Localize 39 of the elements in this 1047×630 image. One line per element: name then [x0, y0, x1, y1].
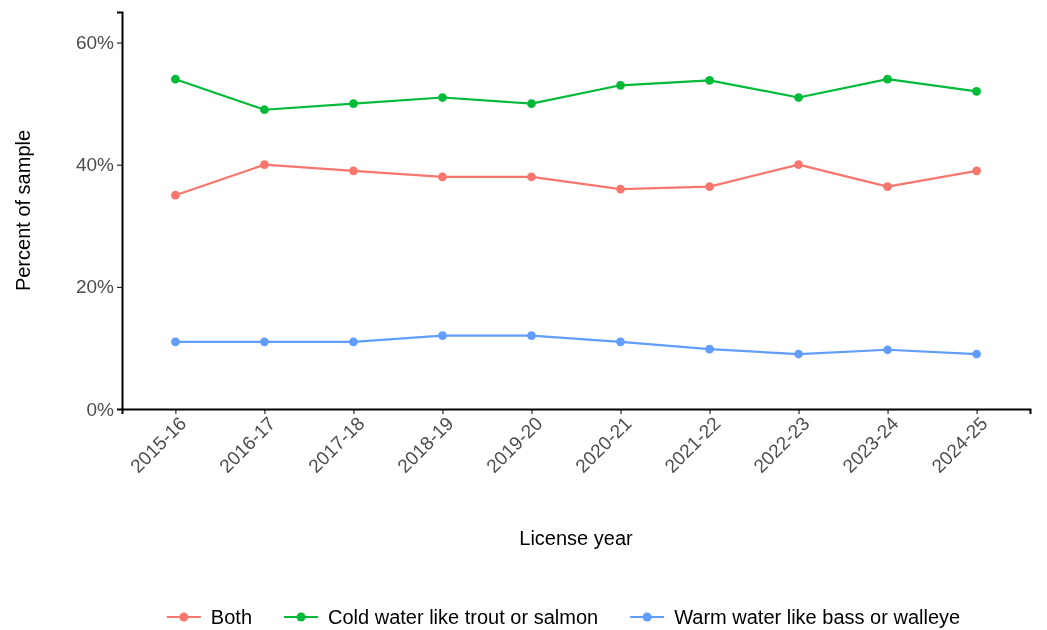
- point: [171, 190, 180, 200]
- point: [883, 182, 892, 192]
- x-axis-title: License year: [519, 527, 634, 549]
- point: [972, 166, 981, 176]
- point: [438, 93, 447, 102]
- point: [438, 172, 447, 182]
- point: [705, 76, 714, 85]
- point: [260, 337, 269, 347]
- point: [260, 105, 269, 115]
- point: [527, 331, 536, 341]
- point: [794, 93, 803, 102]
- point: [527, 99, 536, 108]
- y-axis-title: Percent of sample: [12, 129, 34, 292]
- legend-label: Cold water like trout or salmon: [328, 606, 599, 628]
- point: [883, 345, 892, 355]
- point: [349, 337, 358, 347]
- point: [705, 344, 714, 354]
- point: [616, 80, 625, 90]
- legend-label: Warm water like bass or walleye: [674, 606, 961, 628]
- point: [972, 349, 981, 359]
- y-tick-label: 40%: [75, 154, 115, 176]
- point: [438, 331, 447, 341]
- point: [972, 87, 981, 96]
- point: [794, 160, 803, 170]
- point: [171, 337, 180, 347]
- point: [616, 337, 625, 347]
- point: [349, 99, 358, 108]
- point: [527, 172, 536, 182]
- y-tick-label: 20%: [75, 276, 115, 298]
- y-tick-label: 60%: [75, 32, 115, 54]
- point: [171, 74, 180, 84]
- point: [705, 182, 714, 192]
- point: [260, 160, 269, 170]
- y-tick-label: 0%: [86, 398, 115, 420]
- point: [883, 74, 892, 84]
- legend-label: Both: [210, 606, 253, 628]
- point: [616, 184, 625, 194]
- point: [349, 166, 358, 176]
- point: [794, 349, 803, 359]
